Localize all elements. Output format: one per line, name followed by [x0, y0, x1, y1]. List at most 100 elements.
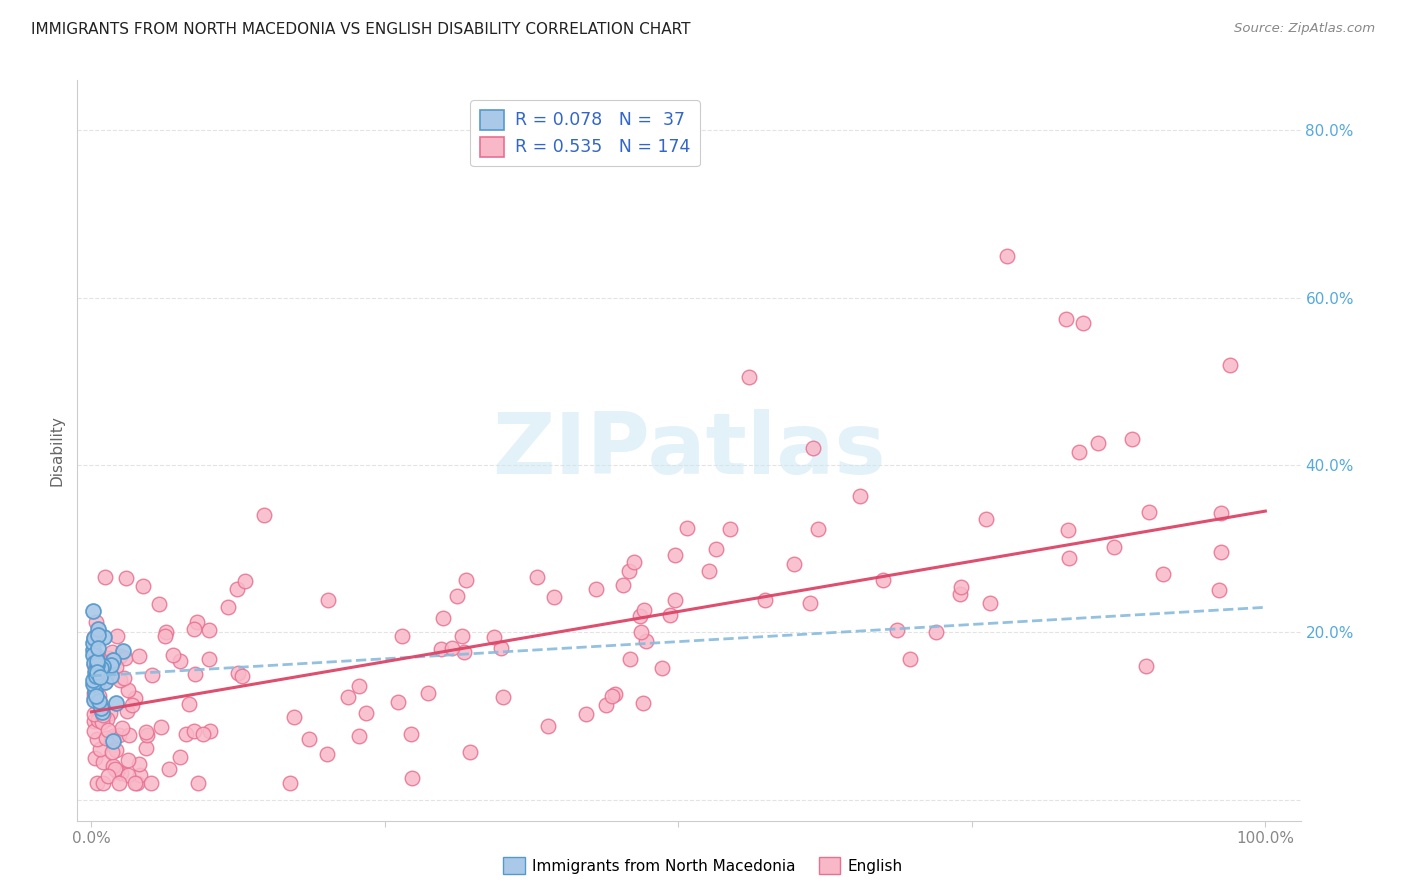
Point	[84, 615, 107, 630]
Point	[97, 651, 120, 665]
Point	[128, 648, 150, 663]
Point	[664, 592, 686, 607]
Point	[1069, 445, 1091, 459]
Point	[128, 757, 150, 772]
Point	[86, 658, 108, 673]
Point	[87, 689, 110, 703]
Point	[602, 689, 624, 703]
Point	[631, 696, 654, 710]
Point	[482, 631, 505, 645]
Point	[574, 707, 596, 722]
Point	[1057, 523, 1080, 537]
Point	[87, 641, 110, 656]
Point	[183, 724, 205, 739]
Point	[658, 608, 681, 623]
Point	[149, 720, 172, 734]
Point	[1152, 566, 1174, 581]
Point	[82, 677, 104, 691]
Point	[90, 701, 112, 715]
Point	[84, 685, 107, 699]
Point	[83, 677, 105, 691]
Point	[651, 660, 673, 674]
Point	[198, 623, 221, 637]
Point	[121, 698, 143, 713]
Point	[127, 776, 149, 790]
Point	[86, 732, 108, 747]
Point	[82, 636, 104, 650]
Point	[83, 630, 105, 644]
Point	[139, 776, 162, 790]
Point	[84, 690, 107, 704]
Point	[89, 742, 111, 756]
Point	[628, 609, 651, 624]
Point	[401, 772, 423, 786]
Point	[83, 706, 105, 721]
Point	[174, 727, 197, 741]
Point	[354, 706, 377, 720]
Point	[441, 640, 464, 655]
Point	[83, 714, 105, 728]
Point	[200, 724, 222, 739]
Point	[100, 645, 122, 659]
Point	[107, 764, 129, 778]
Point	[453, 645, 475, 659]
Point	[399, 727, 422, 741]
Point	[432, 611, 454, 625]
Point	[995, 249, 1018, 263]
Point	[458, 745, 481, 759]
Point	[108, 776, 131, 790]
Point	[89, 661, 111, 675]
Point	[155, 625, 177, 640]
Point	[634, 633, 657, 648]
Point	[183, 622, 205, 636]
Point	[612, 578, 634, 592]
Point	[118, 728, 141, 742]
Point	[801, 442, 824, 456]
Point	[94, 731, 117, 746]
Point	[101, 734, 124, 748]
Point	[104, 762, 127, 776]
Point	[112, 671, 135, 685]
Point	[84, 665, 107, 680]
Point	[456, 573, 478, 587]
Point	[82, 673, 104, 687]
Point	[848, 489, 870, 503]
Point	[105, 696, 128, 710]
Point	[108, 728, 131, 742]
Point	[108, 673, 131, 687]
Point	[100, 658, 122, 673]
Point	[90, 658, 112, 673]
Point	[86, 666, 108, 681]
Point	[617, 564, 640, 578]
Point	[706, 542, 728, 557]
Point	[86, 776, 108, 790]
Point	[783, 557, 806, 571]
Point	[83, 656, 105, 670]
Point	[526, 570, 548, 584]
Point	[1219, 358, 1241, 372]
Point	[111, 644, 134, 658]
Point	[148, 597, 170, 611]
Point	[807, 522, 830, 536]
Point	[110, 721, 132, 735]
Point	[84, 750, 107, 764]
Point	[536, 719, 558, 733]
Point	[226, 665, 249, 680]
Point	[83, 686, 105, 700]
Point	[179, 698, 201, 712]
Point	[141, 667, 163, 681]
Point	[720, 522, 742, 536]
Point	[83, 657, 105, 672]
Point	[86, 628, 108, 642]
Point	[278, 776, 301, 790]
Point	[1054, 311, 1077, 326]
Point	[391, 629, 413, 643]
Point	[90, 714, 112, 729]
Point	[446, 589, 468, 603]
Point	[451, 629, 474, 643]
Point	[169, 654, 191, 668]
Point	[1121, 432, 1143, 446]
Point	[697, 565, 720, 579]
Point	[103, 652, 125, 666]
Point	[124, 776, 146, 790]
